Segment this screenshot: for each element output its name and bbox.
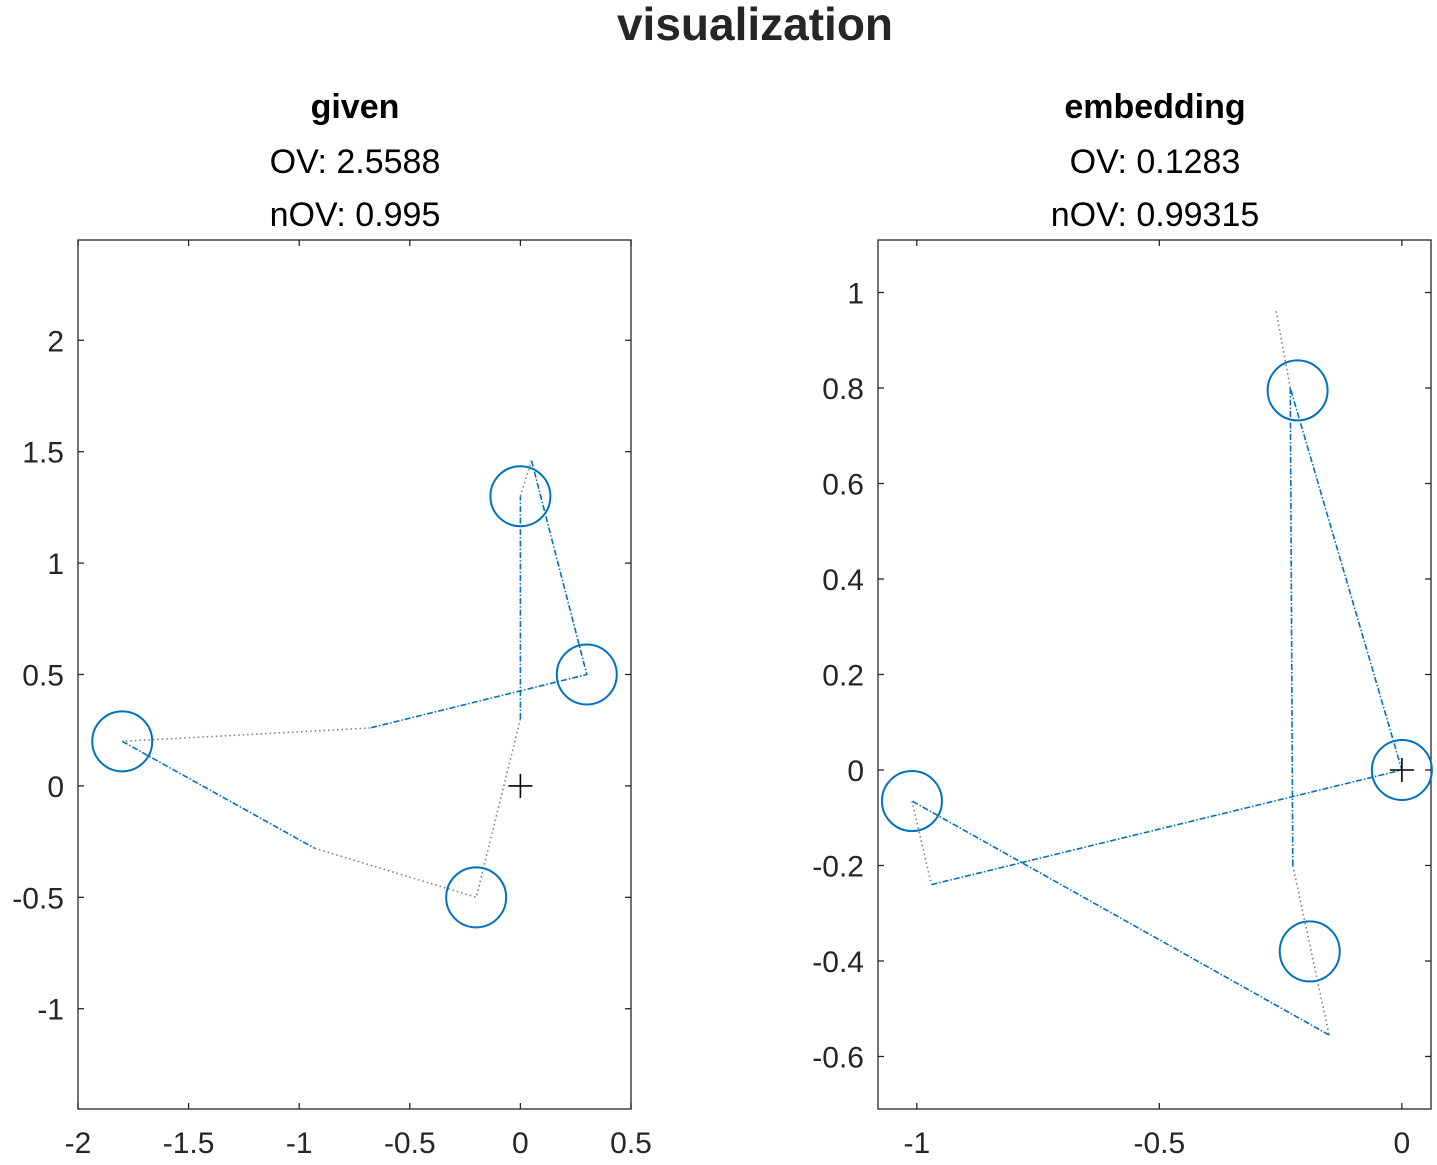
circle-marker xyxy=(489,465,552,528)
circle-marker xyxy=(1266,359,1329,422)
panel-subtitle-line: OV: 0.1283 xyxy=(1070,143,1241,181)
circle-marker xyxy=(555,643,618,706)
x-tick-label: 0 xyxy=(512,1127,529,1160)
y-tick-label: 2 xyxy=(47,325,64,358)
y-tick-label: 0.2 xyxy=(822,660,864,693)
y-tick-label: 0.8 xyxy=(822,373,864,406)
dashdot-connector-line xyxy=(121,740,316,849)
y-tick-label: 0 xyxy=(847,755,864,788)
y-tick-label: -0.6 xyxy=(812,1041,864,1074)
y-tick-label: 0 xyxy=(47,771,64,804)
circle-marker xyxy=(445,866,508,929)
dashdot-connector-line xyxy=(911,800,1330,1036)
x-tick-label: -0.5 xyxy=(384,1127,436,1160)
y-tick-label: 1 xyxy=(847,278,864,311)
x-tick-label: -1 xyxy=(286,1127,313,1160)
dashdot-connector-line xyxy=(369,460,588,729)
x-tick-label: 0.5 xyxy=(610,1127,652,1160)
dashdot-connector-line xyxy=(931,387,1403,886)
dashdot-connector-line xyxy=(1289,387,1294,866)
dotted-connector-line xyxy=(519,460,533,497)
dotted-connector-line xyxy=(122,727,371,743)
figure-title: visualization xyxy=(617,0,893,50)
dotted-connector-line xyxy=(911,800,933,885)
panel-title: given xyxy=(311,88,400,126)
panel-title: embedding xyxy=(1064,88,1245,126)
y-tick-label: 0.4 xyxy=(822,564,864,597)
panel-subtitle-line: nOV: 0.995 xyxy=(270,196,441,234)
circle-marker xyxy=(880,770,943,833)
y-tick-label: -0.2 xyxy=(812,850,864,883)
panel-subtitle-line: OV: 2.5588 xyxy=(270,143,441,181)
y-tick-label: -0.4 xyxy=(812,946,864,979)
x-tick-label: -1 xyxy=(903,1127,930,1160)
y-tick-label: 0.6 xyxy=(822,469,864,502)
y-tick-label: 0.5 xyxy=(22,660,64,693)
x-tick-label: 0 xyxy=(1394,1127,1411,1160)
y-tick-label: 1.5 xyxy=(22,437,64,470)
circle-marker xyxy=(1370,738,1433,801)
axes-box xyxy=(877,239,1432,1110)
x-tick-label: -2 xyxy=(65,1127,92,1160)
panel-embedding: embedding OV: 0.1283 nOV: 0.99315 -1 -0.5 0 -0… xyxy=(812,88,1433,1160)
circle-marker xyxy=(91,710,154,773)
x-tick-label: -1.5 xyxy=(163,1127,215,1160)
panel-given: given OV: 2.5588 nOV: 0.995 -2 -1.5 -1 -0.5 0 0.… xyxy=(12,88,652,1160)
x-tick-label: -0.5 xyxy=(1133,1127,1185,1160)
circle-marker xyxy=(1278,920,1341,983)
y-tick-label: 1 xyxy=(47,548,64,581)
y-tick-label: -1 xyxy=(37,994,64,1027)
panel-subtitle-line: nOV: 0.99315 xyxy=(1051,196,1260,234)
y-tick-label: -0.5 xyxy=(12,882,64,915)
dotted-connector-line xyxy=(1292,865,1330,1036)
dotted-connector-line xyxy=(1275,309,1292,389)
axes-box xyxy=(77,239,632,1110)
